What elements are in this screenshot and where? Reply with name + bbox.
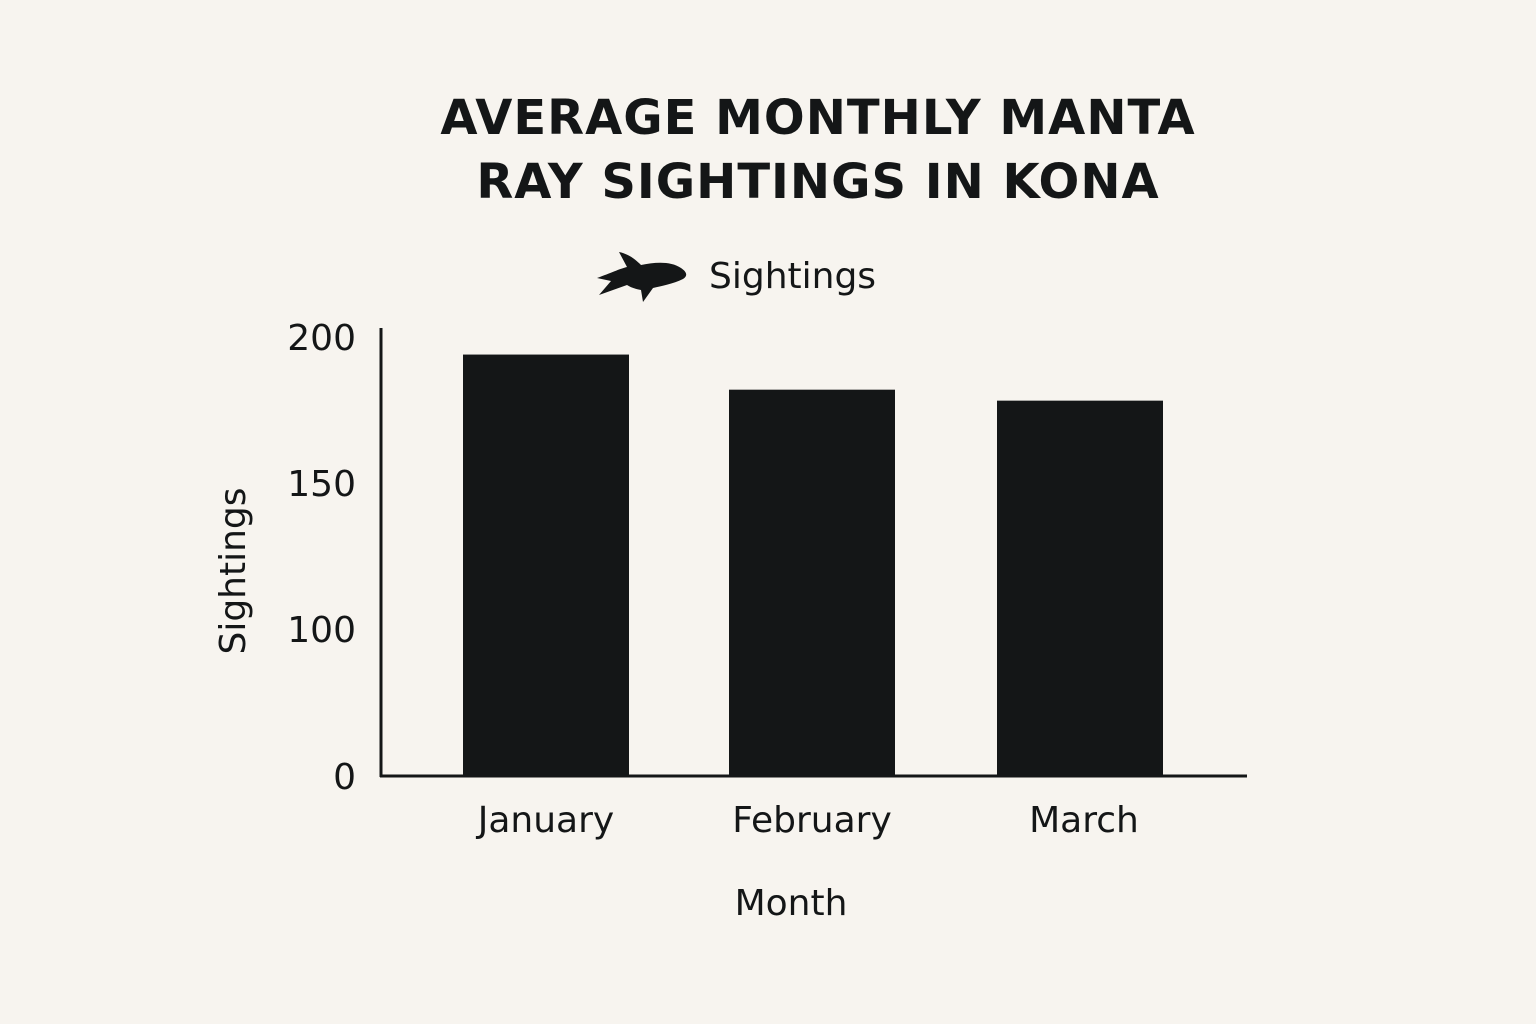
y-tick-label: 150: [287, 464, 356, 505]
bars: [463, 354, 1163, 776]
legend-label: Sightings: [709, 256, 876, 297]
y-axis-label: Sightings: [213, 487, 254, 654]
y-tick-label: 100: [287, 610, 356, 651]
chart-title-line-2: RAY SIGHTINGS IN KONA: [476, 154, 1159, 210]
x-tick-labels: January February March: [476, 800, 1139, 841]
y-tick-label: 200: [287, 318, 356, 359]
bar-march: [997, 400, 1163, 776]
manta-ray-icon: [597, 252, 687, 302]
y-tick-labels: 0 100 150 200: [287, 318, 356, 798]
bar-january: [463, 354, 629, 776]
x-tick-label: March: [1029, 800, 1139, 841]
y-tick-label: 0: [333, 757, 356, 798]
x-tick-label: February: [732, 800, 892, 841]
x-tick-label: January: [476, 800, 614, 841]
bar-february: [729, 389, 895, 776]
x-axis-label: Month: [735, 883, 848, 924]
chart-title-line-1: AVERAGE MONTHLY MANTA: [440, 90, 1195, 146]
legend: Sightings: [597, 252, 876, 302]
